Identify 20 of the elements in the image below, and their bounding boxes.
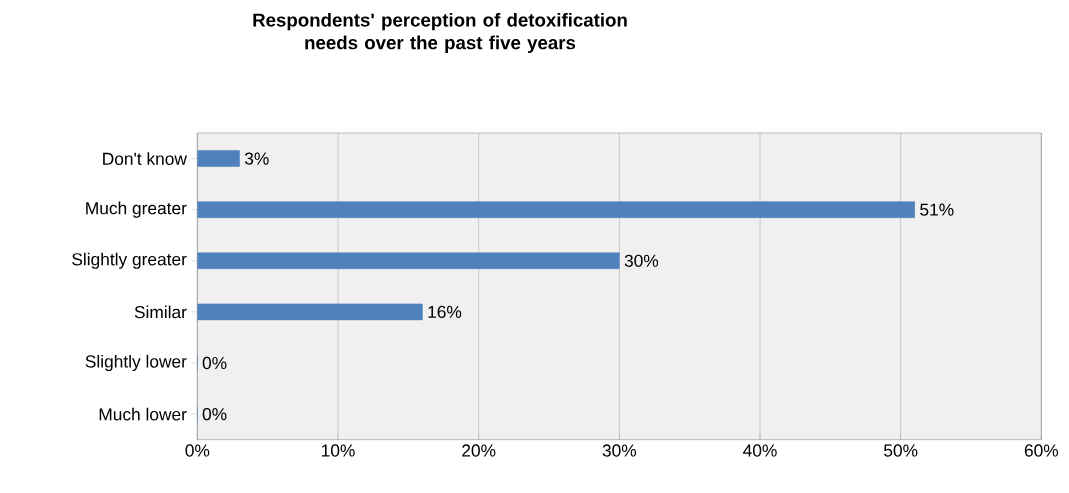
y-tick-label: Slightly lower <box>85 354 187 372</box>
chart-title: Respondents' perception of detoxification needs over the past five years <box>253 12 627 54</box>
data-label: 0% <box>202 407 227 421</box>
y-tick-label: Slightly greater <box>72 252 187 269</box>
x-tick-label: 10% <box>321 444 355 457</box>
data-label: 0% <box>202 356 227 370</box>
x-tick-label: 50% <box>884 444 918 457</box>
x-tick-label: 0% <box>185 444 210 457</box>
data-label: 16% <box>428 305 462 319</box>
data-label: 3% <box>244 152 269 165</box>
x-tick-label: 20% <box>462 444 496 457</box>
x-tick-label: 60% <box>1024 444 1059 457</box>
y-tick-label: Much greater <box>86 201 187 218</box>
y-tick-label: Similar <box>134 305 187 319</box>
x-tick-label: 40% <box>743 444 777 457</box>
y-tick-label: Much lower <box>99 407 187 421</box>
data-label: 51% <box>920 203 954 216</box>
x-tick-label: 30% <box>602 444 637 457</box>
y-tick-label: Don't know <box>103 152 187 165</box>
data-label: 30% <box>624 254 659 267</box>
